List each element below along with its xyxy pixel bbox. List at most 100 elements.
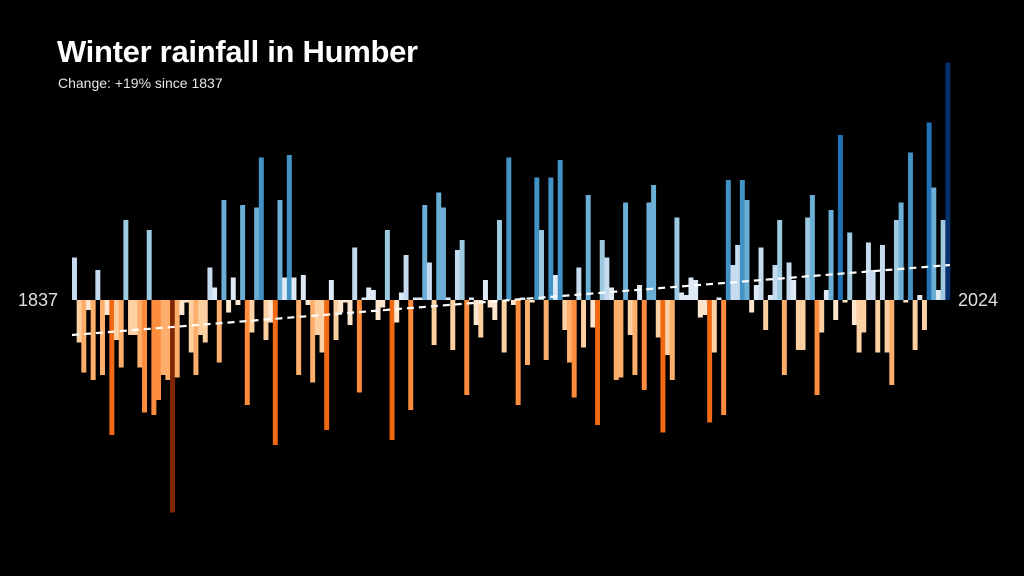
bar-1903 [380, 300, 386, 308]
bar-1852 [142, 300, 148, 413]
bar-1991 [791, 280, 797, 300]
bar-1892 [328, 280, 334, 300]
bar-2005 [856, 300, 862, 353]
bar-1870 [226, 300, 232, 313]
bar-1937 [539, 230, 544, 300]
bar-1959 [641, 300, 647, 390]
bar-1932 [515, 300, 521, 405]
bar-1853 [146, 230, 152, 300]
bar-1992 [795, 300, 801, 350]
bar-1864 [198, 300, 204, 335]
bar-1957 [632, 300, 638, 375]
bar-1975 [716, 297, 722, 300]
bar-1854 [151, 300, 157, 415]
bar-1981 [744, 200, 750, 300]
bar-1914 [431, 300, 437, 345]
bar-2004 [851, 300, 857, 325]
bar-2016 [907, 152, 913, 300]
bar-2006 [861, 300, 867, 333]
bar-1863 [193, 300, 199, 375]
bar-1938 [543, 300, 549, 360]
bar-1933 [520, 297, 526, 300]
bar-1844 [104, 300, 110, 315]
bar-1882 [282, 277, 288, 300]
bar-1904 [384, 230, 390, 300]
bar-1965 [669, 300, 675, 380]
bar-1925 [482, 280, 488, 300]
bar-1969 [688, 277, 694, 300]
bar-1895 [342, 300, 348, 303]
bar-1928 [496, 220, 502, 300]
bar-1995 [809, 195, 815, 300]
bar-1868 [216, 300, 222, 363]
bar-1920 [459, 240, 465, 300]
bar-1845 [109, 300, 115, 435]
bar-1936 [534, 177, 540, 300]
bar-2020 [926, 122, 932, 300]
bar-1956 [627, 300, 633, 335]
bar-1963 [660, 300, 666, 433]
bar-2003 [847, 232, 853, 300]
bar-1847 [118, 300, 124, 368]
bar-1869 [221, 200, 227, 300]
bar-1915 [436, 192, 442, 300]
bar-1958 [637, 285, 643, 300]
chart-subtitle: Change: +19% since 1837 [58, 75, 223, 91]
bar-1861 [184, 300, 190, 303]
end-year-label: 2024 [958, 290, 999, 310]
bar-1988 [777, 220, 783, 300]
bar-1846 [114, 300, 119, 340]
chart-title: Winter rainfall in Humber [57, 34, 418, 69]
bar-1954 [618, 300, 624, 378]
bar-1998 [823, 290, 829, 300]
bar-1850 [132, 300, 138, 335]
bar-1862 [188, 300, 194, 353]
bar-1838 [76, 300, 82, 343]
bar-1894 [338, 300, 344, 313]
bar-1961 [651, 185, 657, 300]
bar-1880 [272, 300, 278, 445]
bar-1926 [487, 300, 493, 308]
bar-1964 [665, 300, 671, 355]
bar-1905 [389, 300, 395, 440]
bar-1977 [725, 180, 731, 300]
bar-1962 [655, 300, 661, 338]
bar-1945 [576, 267, 582, 300]
bar-1840 [86, 300, 91, 310]
bar-1856 [160, 300, 166, 375]
bar-1921 [464, 300, 470, 395]
bar-1931 [511, 300, 516, 305]
bar-1867 [212, 287, 218, 300]
bar-1943 [567, 300, 573, 363]
bar-1842 [95, 270, 101, 300]
bar-1865 [202, 300, 208, 343]
bar-1989 [781, 300, 787, 375]
bar-2000 [833, 300, 839, 320]
bar-1877 [258, 157, 264, 300]
bar-1871 [230, 277, 236, 300]
bar-1888 [310, 300, 316, 383]
bar-1897 [352, 247, 358, 300]
bar-1966 [674, 217, 680, 300]
bar-2017 [912, 300, 918, 350]
bar-1886 [300, 275, 306, 300]
bar-1923 [473, 300, 479, 325]
bar-1890 [319, 300, 325, 353]
bar-1993 [800, 300, 806, 350]
bar-1848 [123, 220, 129, 300]
bar-1997 [819, 300, 825, 333]
bar-1971 [697, 300, 703, 318]
bar-1851 [137, 300, 143, 368]
bar-1874 [244, 300, 250, 405]
bar-1913 [426, 262, 432, 300]
bar-1949 [595, 300, 601, 425]
bar-1916 [440, 207, 446, 300]
bar-1946 [581, 300, 587, 348]
bar-1947 [585, 195, 591, 300]
bar-1902 [375, 300, 381, 320]
bar-1941 [557, 160, 563, 300]
bar-1866 [207, 267, 213, 300]
bar-1934 [525, 300, 530, 365]
